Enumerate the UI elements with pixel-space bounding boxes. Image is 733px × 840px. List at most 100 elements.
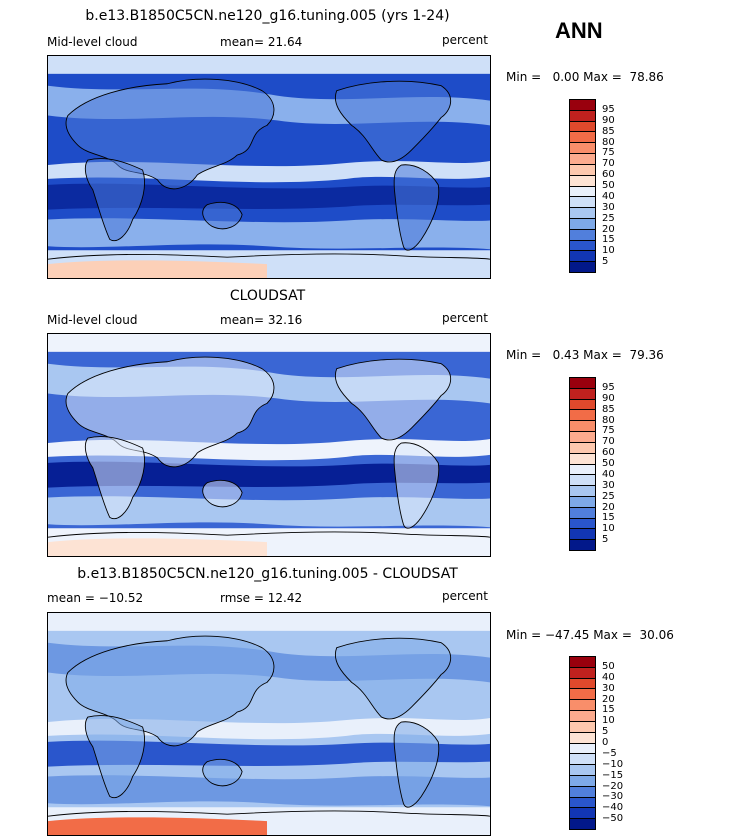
colorbar-tick-label: 20 [602,223,615,235]
panel1-units-label: percent [442,33,488,47]
arctic-band [48,613,490,631]
panel3-rmse-label: rmse = 12.42 [220,591,303,605]
colorbar-swatch [570,485,595,496]
coastline [202,759,243,787]
colorbar-tick-label: −20 [602,780,624,792]
colorbar-tick-label: 15 [602,704,615,716]
colorbar-swatch [570,142,595,154]
colorbar-tick-label: 90 [602,114,615,126]
colorbar-tick-label: −50 [602,813,624,825]
colorbar-swatch [570,657,595,667]
season-label: ANN [555,18,603,43]
panel2-minmax: Min = 0.43 Max = 79.36 [506,348,664,362]
colorbar-tick-label: 40 [602,671,615,683]
coastline [48,810,490,817]
colorbar-swatch [570,677,595,689]
colorbar-swatch [570,217,595,229]
panel3-map-svg [48,613,490,835]
coastline [48,531,490,538]
colorbar-swatch [570,506,595,518]
arctic-band [48,56,490,74]
colorbar-tick-label: −30 [602,791,624,803]
panel1-map-svg [48,56,490,278]
coastline [84,158,145,241]
colorbar-swatch [570,742,595,754]
colorbar-swatch [570,409,595,421]
colorbar-tick-label: −40 [602,802,624,814]
colorbar-swatch [570,239,595,251]
arctic-band [48,334,490,352]
colorbar-tick-label: 0 [602,737,609,748]
colorbar-swatch [570,250,595,262]
colorbar-swatch [570,452,595,464]
colorbar-tick-label: 40 [602,190,615,202]
colorbar-tick-label: 50 [602,458,615,469]
coastline [48,253,490,260]
colorbar-swatch [570,474,595,486]
sh-storm-band [48,218,490,250]
colorbar-tick-label: 40 [602,468,615,480]
colorbar-swatch [570,131,595,143]
panel1-minmax: Min = 0.00 Max = 78.86 [506,70,664,84]
panel2-map [47,333,491,557]
panel3-colorbar [569,656,596,830]
colorbar-tick-label: 5 [602,534,609,546]
colorbar-swatch [570,196,595,208]
colorbar-swatch [570,431,595,442]
colorbar-tick-label: 15 [602,234,615,246]
colorbar-swatch [570,528,595,540]
colorbar-swatch [570,495,595,507]
panel1-map [47,55,491,279]
colorbar-tick-label: 50 [602,660,615,672]
panel3-map [47,612,491,836]
colorbar-tick-label: 60 [602,447,615,459]
colorbar-swatch [570,774,595,786]
coastline [335,358,452,441]
colorbar-swatch [570,688,595,700]
colorbar-tick-label: 85 [602,403,615,415]
sh-storm-band [48,775,490,807]
colorbar-tick-label: 70 [602,158,615,170]
panel3-units-label: percent [442,589,488,603]
colorbar-tick-label: 75 [602,425,615,437]
colorbar-swatch [570,109,595,121]
colorbar-tick-label: 15 [602,512,615,524]
colorbar-tick-label: 30 [602,479,615,491]
coastline [393,164,440,251]
colorbar-swatch [570,666,595,678]
colorbar-swatch [570,807,595,819]
panel1-colorbar-labels: 95 90 85 80 75 70 60 50 40 30 25 20 15 10 5 [602,99,642,273]
panel1-mean-label: mean= 21.64 [220,35,303,49]
panel1-variable-label: Mid-level cloud [47,35,138,49]
colorbar-tick-label: 95 [602,103,615,115]
colorbar-swatch [570,441,595,453]
colorbar-swatch [570,387,595,399]
coastline [202,202,243,230]
colorbar-swatch [570,517,595,529]
panel2-mean-label: mean= 32.16 [220,313,303,327]
colorbar-swatch [570,185,595,197]
colorbar-swatch [570,785,595,797]
coastline [84,436,145,519]
colorbar-swatch [570,100,595,110]
colorbar-swatch [570,764,595,775]
antarctic-anomaly [48,260,268,278]
coastline [335,80,452,163]
coastline [393,721,440,808]
colorbar-swatch [570,753,595,765]
coastline [393,442,440,529]
colorbar-swatch [570,163,595,175]
coastline [335,637,452,720]
colorbar-tick-label: 75 [602,147,615,159]
colorbar-swatch [570,710,595,721]
panel2-title: CLOUDSAT [229,288,306,304]
colorbar-swatch [570,720,595,732]
colorbar-swatch [570,120,595,132]
colorbar-tick-label: 80 [602,414,615,426]
colorbar-tick-label: −10 [602,758,624,770]
colorbar-tick-label: 25 [602,212,615,224]
colorbar-tick-label: 80 [602,136,615,148]
panel3-minmax: Min = −47.45 Max = 30.06 [506,628,674,642]
colorbar-swatch [570,699,595,711]
coastline [84,715,145,798]
